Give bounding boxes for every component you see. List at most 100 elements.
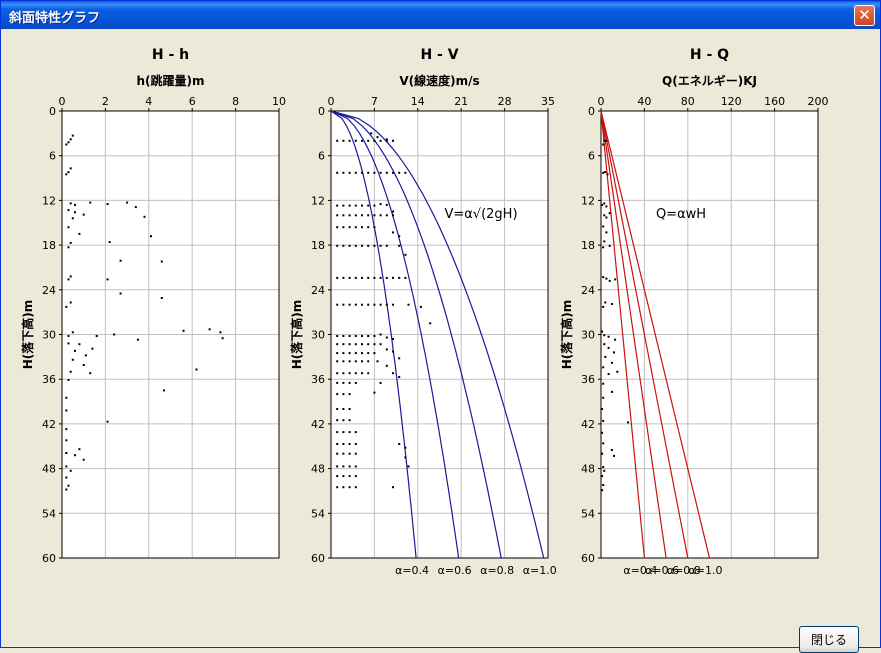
data-point — [373, 352, 376, 355]
data-point — [348, 452, 351, 455]
data-point — [361, 352, 363, 355]
data-point — [71, 217, 74, 220]
data-point — [336, 408, 339, 410]
close-dialog-button[interactable]: 閉じる — [799, 626, 859, 653]
data-point — [361, 204, 363, 207]
window-close-button[interactable]: ✕ — [854, 5, 875, 26]
data-point — [69, 469, 72, 472]
data-point — [392, 171, 394, 174]
data-point — [342, 393, 345, 396]
data-point — [348, 381, 351, 384]
y-tick-label: 60 — [581, 552, 595, 565]
data-point — [160, 260, 163, 263]
y-tick-label: 0 — [318, 105, 325, 118]
data-point — [82, 458, 85, 461]
data-point — [373, 303, 376, 306]
y-tick-label: 12 — [311, 194, 325, 207]
data-point — [221, 337, 224, 340]
data-point — [354, 465, 357, 468]
data-point — [336, 303, 339, 306]
data-point — [65, 173, 68, 176]
data-point — [119, 259, 122, 262]
curve-α=1.0 — [330, 110, 545, 559]
data-point — [69, 241, 72, 244]
y-axis-label: H(落下高)m — [559, 300, 574, 370]
data-point — [407, 465, 410, 468]
data-point — [67, 278, 70, 281]
data-point — [606, 173, 609, 176]
data-point — [348, 171, 351, 174]
data-point — [608, 244, 611, 247]
data-point — [370, 132, 373, 135]
x-tick-label: 160 — [764, 95, 785, 108]
data-point — [67, 171, 70, 174]
data-point — [627, 421, 630, 424]
data-point — [367, 204, 370, 207]
y-tick-label: 48 — [42, 463, 56, 476]
data-point — [361, 226, 363, 229]
data-point — [348, 343, 351, 346]
data-point — [336, 431, 339, 434]
data-point — [398, 276, 401, 279]
data-point — [342, 475, 345, 478]
data-point — [354, 343, 357, 346]
chart-title: H - V — [420, 47, 458, 63]
data-point — [354, 372, 357, 375]
y-tick-label: 12 — [42, 194, 56, 207]
data-point — [74, 203, 76, 206]
y-tick-label: 18 — [42, 239, 56, 252]
data-point — [336, 393, 339, 396]
data-point — [342, 360, 345, 363]
data-point — [67, 484, 70, 487]
data-point — [354, 244, 357, 247]
data-point — [379, 244, 382, 247]
data-point — [336, 204, 339, 207]
data-point — [604, 171, 607, 174]
data-point — [367, 244, 370, 247]
data-point — [601, 203, 604, 206]
data-point — [354, 171, 357, 174]
data-point — [392, 372, 394, 375]
y-axis-label: H(落下高)m — [20, 300, 35, 370]
curve-α=0.4 — [330, 110, 417, 559]
data-point — [208, 328, 211, 331]
data-point — [65, 143, 68, 146]
data-point — [84, 354, 87, 357]
data-point — [373, 343, 376, 346]
data-point — [69, 167, 72, 170]
data-point — [385, 138, 388, 141]
data-point — [67, 246, 70, 249]
data-point — [613, 351, 615, 354]
x-tick-label: 8 — [232, 95, 239, 108]
y-tick-label: 54 — [311, 507, 325, 520]
data-point — [65, 452, 68, 454]
data-point — [108, 241, 111, 244]
data-point — [336, 475, 339, 478]
data-point — [65, 465, 68, 468]
data-point — [342, 335, 345, 337]
data-point — [71, 358, 74, 361]
data-point — [602, 305, 605, 308]
data-point — [65, 396, 68, 399]
data-point — [354, 303, 357, 306]
data-point — [602, 419, 605, 422]
data-point — [392, 231, 394, 234]
title-bar[interactable]: 斜面特性グラフ ✕ — [1, 1, 880, 29]
data-point — [373, 214, 376, 217]
data-point — [385, 336, 388, 339]
data-point — [89, 372, 92, 375]
data-point — [74, 349, 76, 352]
data-point — [336, 343, 339, 346]
data-point — [367, 343, 370, 346]
data-point — [361, 360, 363, 363]
data-point — [373, 276, 376, 279]
data-point — [342, 372, 345, 375]
y-tick-label: 48 — [311, 463, 325, 476]
data-point — [354, 276, 357, 279]
data-point — [74, 211, 76, 214]
x-tick-label: 2 — [102, 95, 109, 108]
data-point — [342, 139, 345, 142]
data-point — [67, 335, 70, 337]
data-point — [602, 225, 605, 228]
data-point — [336, 360, 339, 363]
